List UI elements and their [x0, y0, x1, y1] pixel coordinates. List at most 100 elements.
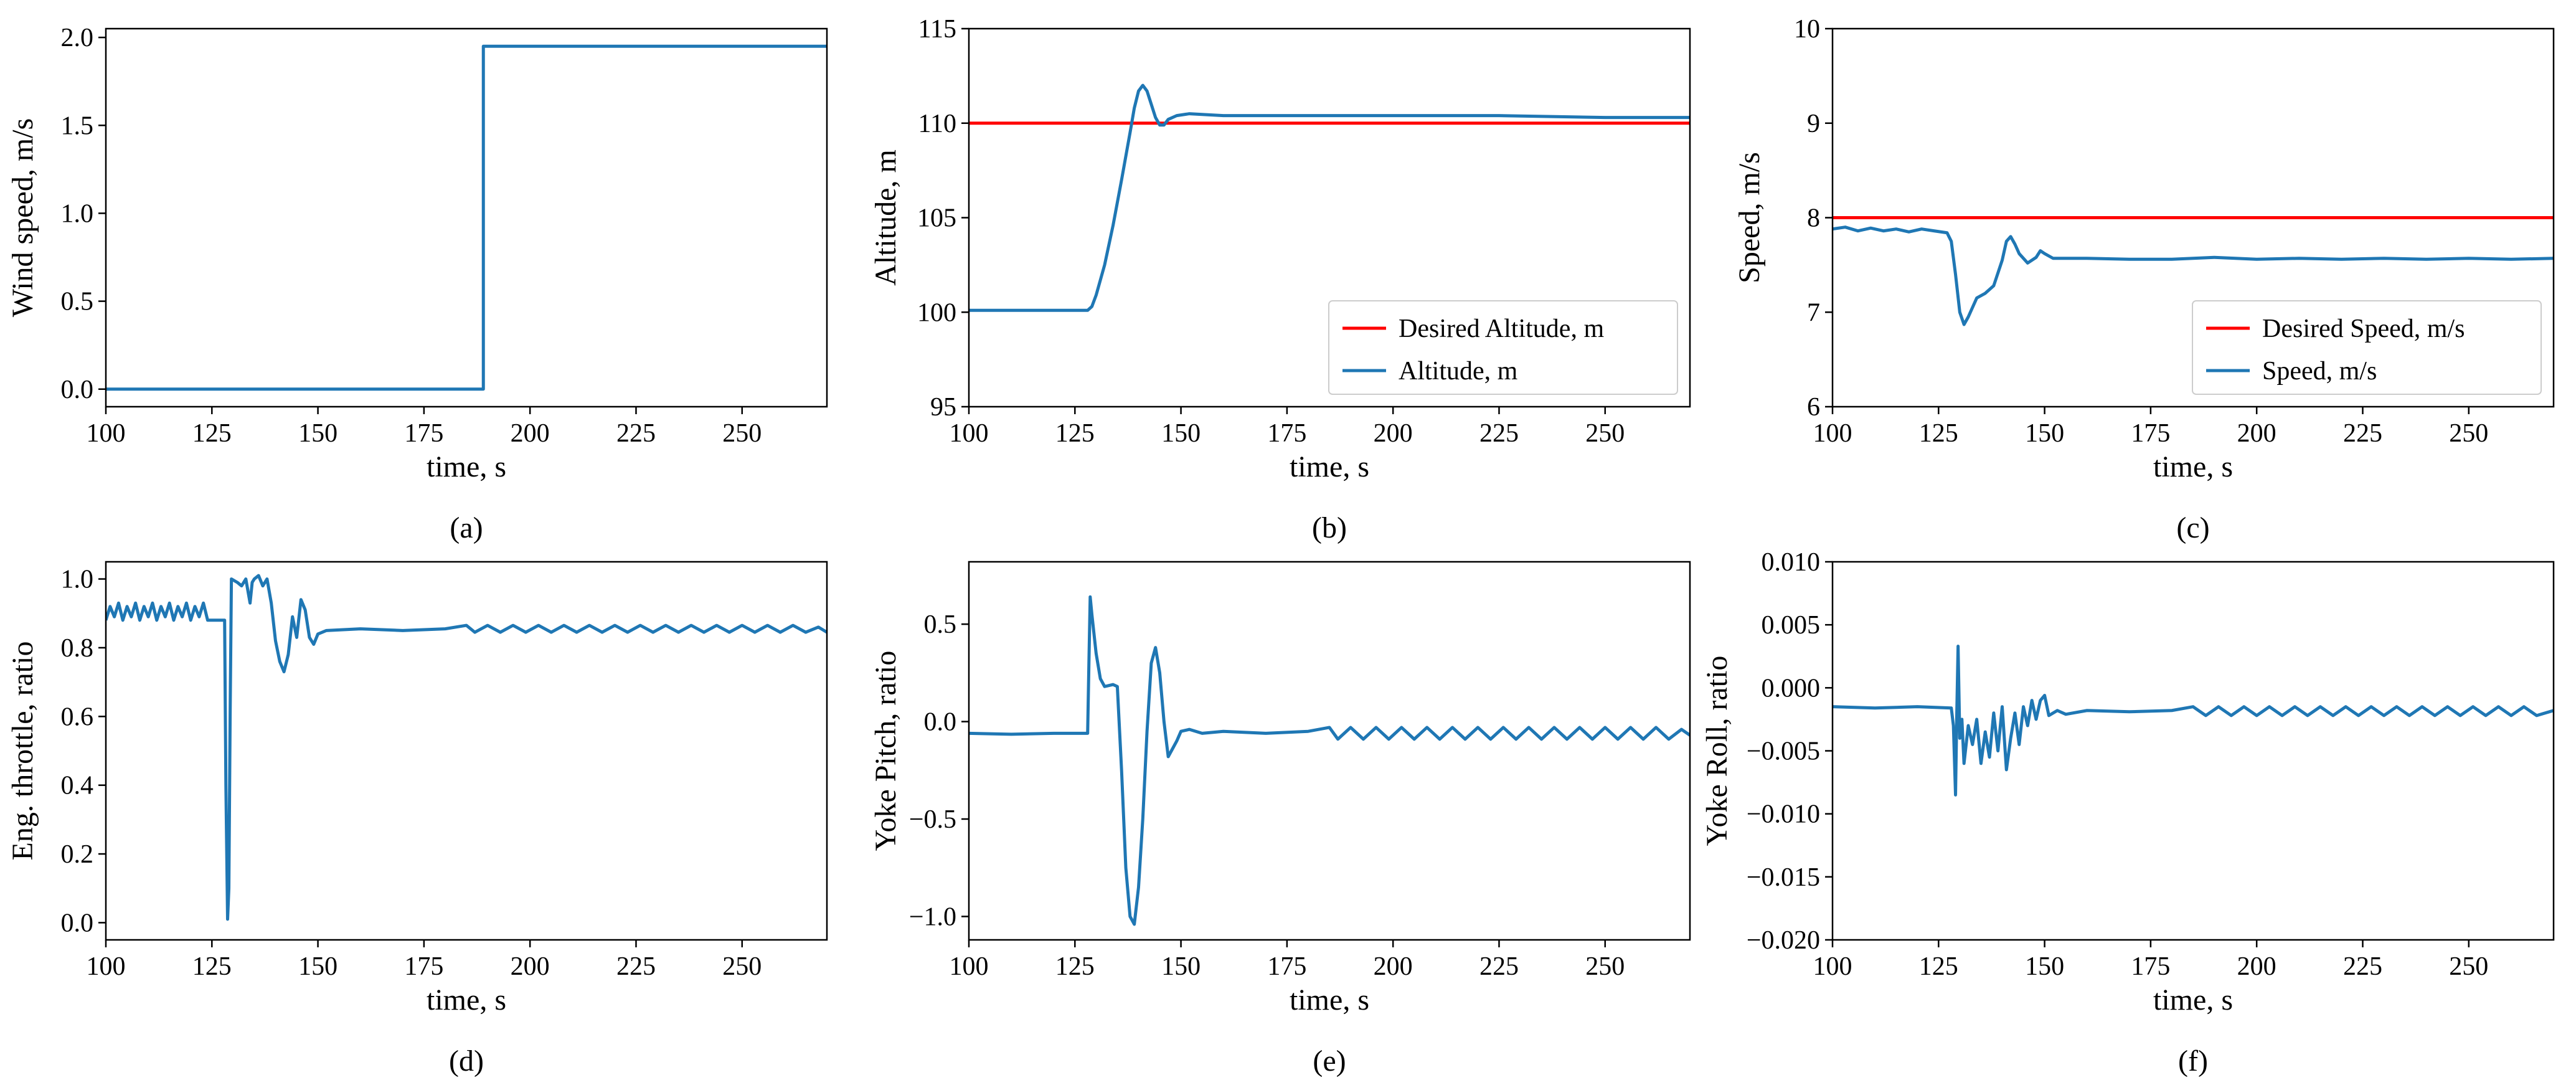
series-line-e-0 — [969, 595, 1690, 926]
x-tick-label-d-0: 100 — [87, 952, 126, 981]
x-tick-label-a-3: 175 — [404, 419, 443, 448]
x-tick-label-b-6: 250 — [1585, 419, 1625, 448]
y-axis-label-e: Yoke Pitch, ratio — [869, 651, 902, 851]
panel-caption-f: (f) — [2178, 1044, 2208, 1078]
series-line-b-1 — [969, 83, 1690, 312]
panel-caption-b: (b) — [1312, 511, 1347, 544]
y-tick-label-a-0: 0.0 — [61, 376, 94, 404]
y-tick-label-a-2: 1.0 — [61, 199, 94, 228]
plot-frame-a — [105, 27, 828, 408]
y-tick-label-c-1: 7 — [1807, 298, 1820, 327]
y-axis-label-c: Speed, m/s — [1733, 152, 1766, 283]
y-tick-label-b-1: 100 — [917, 298, 956, 327]
plot-frame-f — [1831, 561, 2555, 941]
x-tick-label-f-0: 100 — [1813, 952, 1852, 981]
legend-c: Desired Speed, m/s Speed, m/s — [2192, 300, 2542, 395]
x-tick-label-f-6: 250 — [2449, 952, 2488, 981]
y-tick-label-c-0: 6 — [1807, 393, 1820, 422]
x-tick-label-d-3: 175 — [404, 952, 443, 981]
x-axis-label-a: time, s — [427, 450, 506, 483]
panel-b: 100 125 150 175 200 225 25095100105110115time,… — [869, 15, 1691, 544]
legend-label-c-1: Speed, m/s — [2262, 357, 2377, 386]
x-tick-label-e-1: 125 — [1055, 952, 1095, 981]
panel-e: 100 125 150 175 200 225 250 −1.0 −0.5 0.0 0.5 time,… — [869, 561, 1691, 1078]
y-tick-label-f-2: −0.010 — [1747, 800, 1820, 829]
x-tick-label-a-6: 250 — [722, 419, 762, 448]
y-tick-label-c-2: 8 — [1807, 204, 1820, 233]
y-tick-label-f-1: −0.015 — [1747, 863, 1820, 892]
x-tick-label-c-6: 250 — [2449, 419, 2488, 448]
legend-label-b-0: Desired Altitude, m — [1399, 315, 1604, 343]
x-tick-label-b-5: 225 — [1479, 419, 1519, 448]
legend-b: Desired Altitude, m Altitude, m — [1328, 300, 1678, 395]
panel-d: 100 125 150 175 200 225 250 0.0 0.2 0.4 0.6 0.8 1.0 t… — [6, 561, 828, 1078]
y-tick-label-b-4: 115 — [918, 15, 956, 44]
y-tick-label-c-3: 9 — [1807, 110, 1820, 138]
legend-label-c-0: Desired Speed, m/s — [2262, 315, 2465, 343]
y-tick-label-c-4: 10 — [1794, 15, 1820, 44]
y-tick-label-a-3: 1.5 — [61, 111, 94, 140]
x-axis-label-b: time, s — [1290, 450, 1369, 483]
x-tick-label-c-2: 150 — [2025, 419, 2064, 448]
y-tick-label-e-2: 0.0 — [924, 708, 957, 737]
y-tick-label-a-4: 2.0 — [61, 24, 94, 52]
y-axis-label-b: Altitude, m — [869, 149, 902, 286]
y-tick-label-f-0: −0.020 — [1747, 926, 1820, 955]
x-axis-label-f: time, s — [2153, 983, 2233, 1016]
panel-caption-a: (a) — [450, 511, 483, 544]
x-tick-label-c-3: 175 — [2131, 419, 2170, 448]
legend-box-b — [1328, 300, 1678, 395]
panel-caption-c: (c) — [2176, 511, 2209, 544]
x-tick-label-c-0: 100 — [1813, 419, 1852, 448]
y-tick-label-d-2: 0.4 — [61, 772, 94, 800]
y-axis-label-d: Eng. throttle, ratio — [6, 642, 39, 861]
x-tick-label-b-2: 150 — [1161, 419, 1201, 448]
panel-a: 100 125 150 175 200 225 250 0.0 0.5 1.0 1.5 2.0 time… — [6, 24, 828, 544]
series-line-f-0 — [1833, 645, 2554, 797]
x-tick-label-c-5: 225 — [2343, 419, 2382, 448]
y-tick-label-e-3: 0.5 — [924, 610, 957, 639]
y-tick-label-d-4: 0.8 — [61, 634, 94, 663]
y-axis-label-a: Wind speed, m/s — [6, 118, 39, 317]
x-tick-label-b-0: 100 — [950, 419, 989, 448]
x-tick-label-e-3: 175 — [1267, 952, 1306, 981]
x-tick-label-a-2: 150 — [298, 419, 337, 448]
y-tick-label-e-1: −0.5 — [909, 805, 956, 834]
y-tick-label-f-4: 0.000 — [1762, 674, 1821, 703]
y-tick-label-a-1: 0.5 — [61, 288, 94, 316]
x-axis-label-d: time, s — [427, 983, 506, 1016]
legend-box-c — [2192, 300, 2542, 395]
x-tick-label-b-3: 175 — [1267, 419, 1306, 448]
series-line-d-0 — [106, 574, 827, 921]
x-tick-label-f-3: 175 — [2131, 952, 2170, 981]
y-tick-label-f-5: 0.005 — [1762, 611, 1821, 640]
y-tick-label-d-5: 1.0 — [61, 566, 94, 594]
x-tick-label-b-4: 200 — [1374, 419, 1413, 448]
x-tick-label-c-1: 125 — [1919, 419, 1958, 448]
x-tick-label-a-5: 225 — [616, 419, 656, 448]
series-line-c-1 — [1833, 225, 2554, 326]
x-tick-label-e-5: 225 — [1479, 952, 1519, 981]
x-tick-label-d-5: 225 — [616, 952, 656, 981]
x-tick-label-e-4: 200 — [1374, 952, 1413, 981]
x-tick-label-f-5: 225 — [2343, 952, 2382, 981]
y-tick-label-d-3: 0.6 — [61, 703, 94, 731]
y-axis-label-f: Yoke Roll, ratio — [1701, 656, 1734, 846]
x-tick-label-e-0: 100 — [950, 952, 989, 981]
x-tick-label-b-1: 125 — [1055, 419, 1095, 448]
x-tick-label-e-6: 250 — [1585, 952, 1625, 981]
x-tick-label-d-1: 125 — [192, 952, 232, 981]
y-tick-label-e-0: −1.0 — [909, 902, 956, 931]
x-tick-label-f-2: 150 — [2025, 952, 2064, 981]
y-tick-label-b-0: 95 — [930, 393, 956, 422]
panel-c: 100 125 150 175 200 225 250 6 7 8 9 10 time, s Speed,… — [1733, 15, 2555, 544]
x-axis-label-e: time, s — [1290, 983, 1369, 1016]
x-tick-label-d-2: 150 — [298, 952, 337, 981]
x-tick-label-c-4: 200 — [2237, 419, 2276, 448]
y-tick-label-d-1: 0.2 — [61, 840, 94, 869]
y-tick-label-b-3: 110 — [918, 110, 956, 138]
x-tick-label-d-4: 200 — [511, 952, 550, 981]
x-axis-label-c: time, s — [2153, 450, 2233, 483]
x-tick-label-a-1: 125 — [192, 419, 232, 448]
